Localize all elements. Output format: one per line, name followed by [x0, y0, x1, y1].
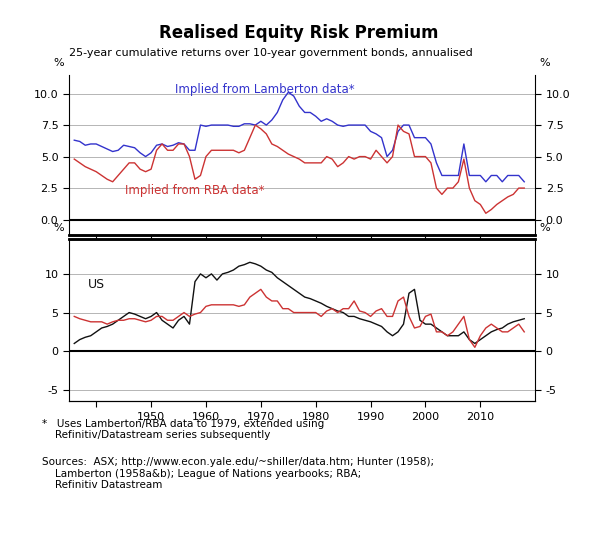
Text: US: US — [87, 278, 105, 291]
Text: %: % — [540, 223, 551, 233]
Text: 25-year cumulative returns over 10-year government bonds, annualised: 25-year cumulative returns over 10-year … — [69, 48, 472, 57]
Text: Realised Equity Risk Premium: Realised Equity Risk Premium — [159, 24, 439, 42]
Text: %: % — [540, 58, 551, 68]
Text: Implied from Lamberton data*: Implied from Lamberton data* — [175, 83, 355, 96]
Text: %: % — [53, 58, 64, 68]
Text: *   Uses Lamberton/RBA data to 1979, extended using
    Refinitiv/Datastream ser: * Uses Lamberton/RBA data to 1979, exten… — [42, 419, 324, 440]
Text: Sources:  ASX; http://www.econ.yale.edu/~shiller/data.htm; Hunter (1958);
    La: Sources: ASX; http://www.econ.yale.edu/~… — [42, 457, 434, 490]
Text: %: % — [53, 223, 64, 233]
Text: Implied from RBA data*: Implied from RBA data* — [125, 184, 264, 197]
